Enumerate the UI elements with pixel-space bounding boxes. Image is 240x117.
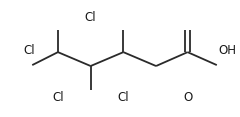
Text: Cl: Cl	[118, 91, 129, 104]
Text: Cl: Cl	[52, 91, 64, 104]
Text: OH: OH	[218, 44, 236, 57]
Text: O: O	[183, 91, 192, 104]
Text: Cl: Cl	[85, 11, 96, 24]
Text: Cl: Cl	[23, 44, 35, 57]
